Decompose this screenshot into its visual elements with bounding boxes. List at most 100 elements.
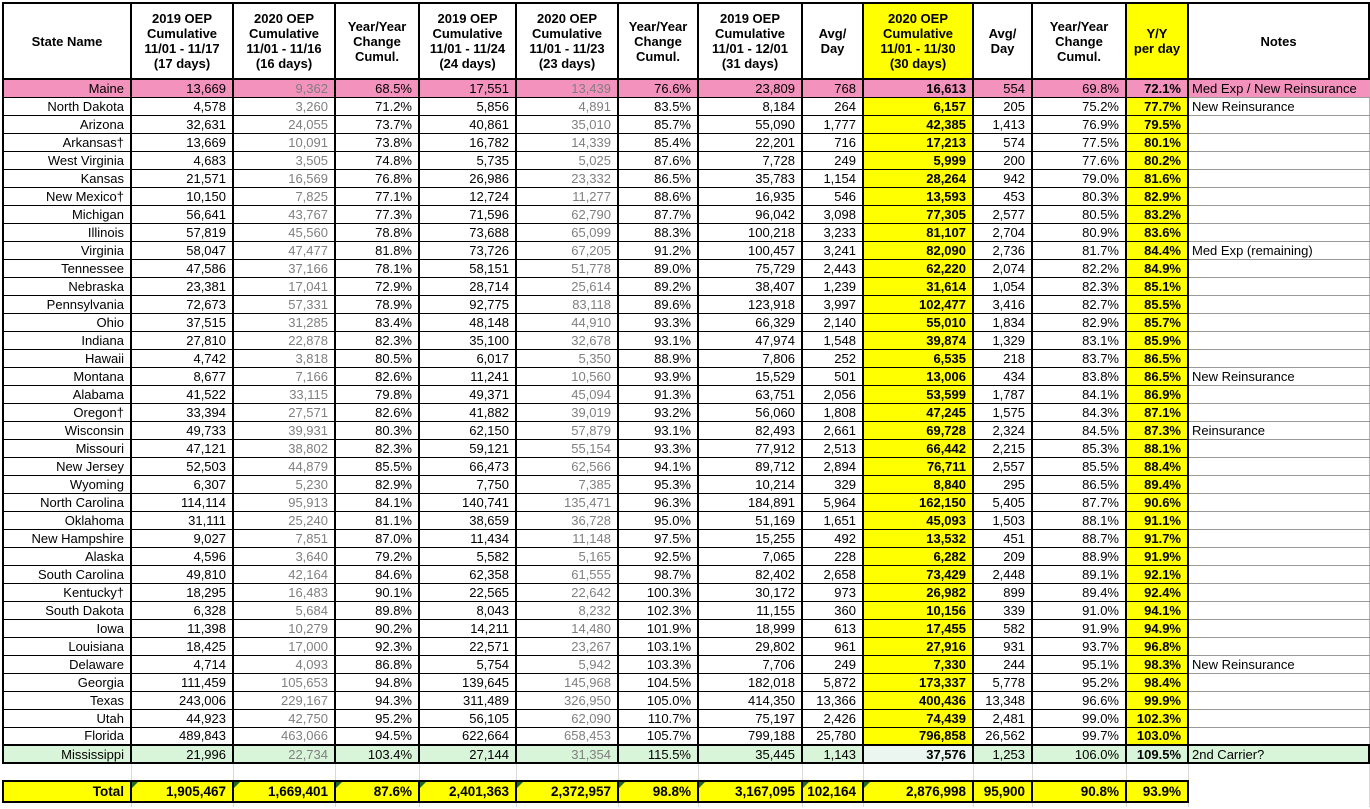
value-cell-oep2020-23d[interactable]: 67,205	[515, 240, 619, 260]
value-cell-yy-per-day[interactable]: 85.7%	[1125, 312, 1189, 332]
value-cell-oep2019-17d[interactable]: 33,394	[130, 402, 234, 422]
value-cell-oep2019-24d[interactable]: 22,565	[418, 582, 517, 602]
value-cell-avg-day-2019[interactable]: 1,808	[801, 402, 864, 422]
note-cell[interactable]	[1187, 474, 1370, 494]
value-cell-avg-day-2020[interactable]: 5,778	[972, 672, 1033, 692]
value-cell-avg-day-2019[interactable]: 2,658	[801, 564, 864, 584]
value-cell-oep2020-16d[interactable]: 16,569	[232, 168, 336, 188]
value-cell-yy-change-3[interactable]: 86.5%	[1031, 474, 1127, 494]
value-cell-yy-change-2[interactable]: 100.3%	[617, 582, 699, 602]
value-cell-oep2020-23d[interactable]: 62,790	[515, 204, 619, 224]
value-cell-oep2019-31d[interactable]: 799,188	[697, 726, 803, 746]
state-cell[interactable]: Alaska	[2, 546, 132, 566]
value-cell-oep2019-24d[interactable]: 5,735	[418, 150, 517, 170]
total-value-cell-oep2019-17d[interactable]: 1,905,467	[130, 780, 234, 803]
value-cell-avg-day-2020[interactable]: 453	[972, 186, 1033, 206]
column-header-oep2020-16d[interactable]: 2020 OEP Cumulative 11/01 - 11/16 (16 da…	[232, 2, 336, 80]
value-cell-yy-per-day[interactable]: 86.9%	[1125, 384, 1189, 404]
value-cell-oep2020-30d[interactable]: 28,264	[862, 168, 974, 188]
column-header-oep2019-31d[interactable]: 2019 OEP Cumulative 11/01 - 12/01 (31 da…	[697, 2, 803, 80]
value-cell-avg-day-2020[interactable]: 1,329	[972, 330, 1033, 350]
value-cell-avg-day-2020[interactable]: 1,413	[972, 114, 1033, 134]
state-cell[interactable]: Utah	[2, 708, 132, 728]
value-cell-oep2020-23d[interactable]: 57,879	[515, 420, 619, 440]
value-cell-oep2019-17d[interactable]: 56,641	[130, 204, 234, 224]
value-cell-avg-day-2020[interactable]: 1,575	[972, 402, 1033, 422]
value-cell-oep2019-17d[interactable]: 21,571	[130, 168, 234, 188]
note-cell[interactable]	[1187, 726, 1370, 746]
value-cell-yy-change-1[interactable]: 89.8%	[334, 600, 420, 620]
value-cell-yy-per-day[interactable]: 87.3%	[1125, 420, 1189, 440]
value-cell-oep2020-30d[interactable]: 31,614	[862, 276, 974, 296]
value-cell-oep2020-16d[interactable]: 24,055	[232, 114, 336, 134]
value-cell-yy-change-1[interactable]: 71.2%	[334, 96, 420, 116]
state-cell[interactable]: Kansas	[2, 168, 132, 188]
value-cell-yy-change-1[interactable]: 82.6%	[334, 366, 420, 386]
value-cell-oep2019-24d[interactable]: 59,121	[418, 438, 517, 458]
value-cell-oep2020-30d[interactable]: 17,455	[862, 618, 974, 638]
value-cell-oep2019-31d[interactable]: 56,060	[697, 402, 803, 422]
value-cell-avg-day-2019[interactable]: 492	[801, 528, 864, 548]
state-cell[interactable]: Alabama	[2, 384, 132, 404]
state-cell[interactable]: New Hampshire	[2, 528, 132, 548]
value-cell-yy-change-3[interactable]: 87.7%	[1031, 492, 1127, 512]
value-cell-yy-change-3[interactable]: 88.1%	[1031, 510, 1127, 530]
value-cell-yy-change-1[interactable]: 86.8%	[334, 654, 420, 674]
value-cell-yy-change-1[interactable]: 82.6%	[334, 402, 420, 422]
value-cell-yy-per-day[interactable]: 102.3%	[1125, 708, 1189, 728]
value-cell-avg-day-2019[interactable]: 252	[801, 348, 864, 368]
state-cell[interactable]: New Jersey	[2, 456, 132, 476]
value-cell-avg-day-2020[interactable]: 339	[972, 600, 1033, 620]
note-cell[interactable]	[1187, 150, 1370, 170]
value-cell-oep2019-24d[interactable]: 28,714	[418, 276, 517, 296]
value-cell-yy-per-day[interactable]: 85.9%	[1125, 330, 1189, 350]
state-cell[interactable]: Maine	[2, 78, 132, 98]
value-cell-yy-change-2[interactable]: 91.3%	[617, 384, 699, 404]
value-cell-oep2019-17d[interactable]: 72,673	[130, 294, 234, 314]
value-cell-oep2020-23d[interactable]: 61,555	[515, 564, 619, 584]
value-cell-yy-change-3[interactable]: 99.7%	[1031, 726, 1127, 746]
column-header-oep2019-17d[interactable]: 2019 OEP Cumulative 11/01 - 11/17 (17 da…	[130, 2, 234, 80]
value-cell-oep2019-24d[interactable]: 12,724	[418, 186, 517, 206]
value-cell-yy-change-2[interactable]: 115.5%	[617, 744, 699, 764]
value-cell-oep2019-17d[interactable]: 4,683	[130, 150, 234, 170]
value-cell-yy-change-3[interactable]: 76.9%	[1031, 114, 1127, 134]
value-cell-oep2019-24d[interactable]: 311,489	[418, 690, 517, 710]
value-cell-yy-change-3[interactable]: 82.7%	[1031, 294, 1127, 314]
value-cell-yy-per-day[interactable]: 92.1%	[1125, 564, 1189, 584]
value-cell-oep2020-23d[interactable]: 13,439	[515, 78, 619, 98]
value-cell-oep2020-16d[interactable]: 47,477	[232, 240, 336, 260]
value-cell-oep2020-30d[interactable]: 42,385	[862, 114, 974, 134]
value-cell-avg-day-2019[interactable]: 360	[801, 600, 864, 620]
note-cell[interactable]: 2nd Carrier?	[1187, 744, 1370, 764]
value-cell-yy-per-day[interactable]: 84.9%	[1125, 258, 1189, 278]
value-cell-yy-change-2[interactable]: 89.6%	[617, 294, 699, 314]
value-cell-oep2019-24d[interactable]: 73,726	[418, 240, 517, 260]
value-cell-oep2019-31d[interactable]: 8,184	[697, 96, 803, 116]
value-cell-oep2020-16d[interactable]: 42,750	[232, 708, 336, 728]
value-cell-yy-change-1[interactable]: 76.8%	[334, 168, 420, 188]
total-label-cell[interactable]: Total	[2, 780, 132, 803]
value-cell-avg-day-2019[interactable]: 249	[801, 150, 864, 170]
value-cell-yy-change-3[interactable]: 83.1%	[1031, 330, 1127, 350]
value-cell-yy-change-2[interactable]: 102.3%	[617, 600, 699, 620]
value-cell-avg-day-2019[interactable]: 501	[801, 366, 864, 386]
value-cell-avg-day-2019[interactable]: 5,964	[801, 492, 864, 512]
value-cell-oep2019-31d[interactable]: 63,751	[697, 384, 803, 404]
value-cell-oep2019-24d[interactable]: 22,571	[418, 636, 517, 656]
value-cell-oep2019-17d[interactable]: 18,295	[130, 582, 234, 602]
value-cell-avg-day-2020[interactable]: 209	[972, 546, 1033, 566]
value-cell-oep2019-24d[interactable]: 5,582	[418, 546, 517, 566]
note-cell[interactable]: New Reinsurance	[1187, 654, 1370, 674]
value-cell-avg-day-2020[interactable]: 2,577	[972, 204, 1033, 224]
value-cell-yy-change-2[interactable]: 85.7%	[617, 114, 699, 134]
value-cell-yy-change-3[interactable]: 96.6%	[1031, 690, 1127, 710]
value-cell-oep2020-16d[interactable]: 31,285	[232, 312, 336, 332]
value-cell-oep2020-30d[interactable]: 53,599	[862, 384, 974, 404]
value-cell-yy-change-2[interactable]: 88.3%	[617, 222, 699, 242]
value-cell-oep2020-23d[interactable]: 51,778	[515, 258, 619, 278]
value-cell-oep2020-30d[interactable]: 76,711	[862, 456, 974, 476]
value-cell-yy-change-2[interactable]: 93.1%	[617, 420, 699, 440]
value-cell-oep2019-24d[interactable]: 58,151	[418, 258, 517, 278]
value-cell-oep2020-23d[interactable]: 25,614	[515, 276, 619, 296]
